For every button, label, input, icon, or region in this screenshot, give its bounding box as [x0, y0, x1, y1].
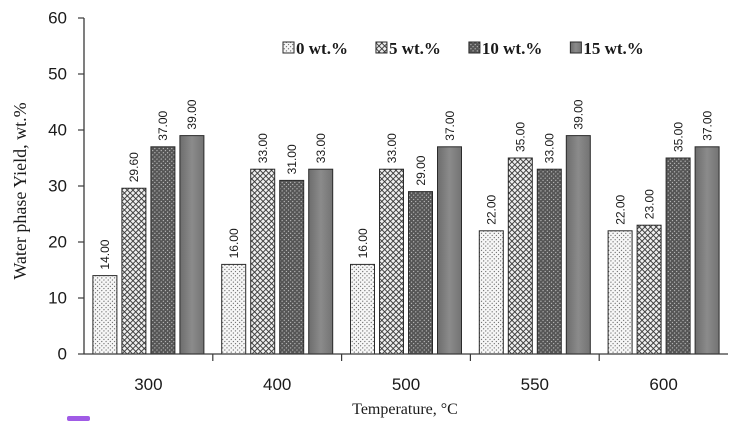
x-axis-title: Temperature, °C	[352, 401, 458, 418]
bar-15-wt-600	[694, 146, 720, 355]
data-label-15-wt-300: 39.00	[185, 99, 199, 129]
bars-group	[92, 135, 720, 355]
y-tick-label-20: 20	[48, 233, 67, 252]
x-tick-label-550: 550	[521, 375, 549, 394]
y-tick-label-60: 60	[48, 9, 67, 28]
bar-15-wt-500	[437, 146, 462, 355]
y-tick-label-0: 0	[58, 345, 67, 364]
purple-marker	[67, 416, 90, 421]
data-label-5-wt-550: 35.00	[514, 122, 528, 152]
legend-label-5-wt: 5 wt.%	[389, 39, 441, 58]
data-label-0-wt-400: 16.00	[227, 228, 241, 258]
data-label-5-wt-600: 23.00	[642, 189, 656, 219]
bar-10-wt-600	[665, 157, 691, 355]
legend-label-10-wt: 10 wt.%	[482, 39, 542, 58]
data-label-5-wt-400: 33.00	[256, 133, 270, 163]
y-tick-label-40: 40	[48, 121, 67, 140]
legend-swatch-5-wt	[375, 41, 388, 54]
data-label-15-wt-400: 33.00	[314, 133, 328, 163]
data-label-0-wt-600: 22.00	[613, 194, 627, 224]
legend-item-5-wt: 5 wt.%	[375, 39, 441, 58]
y-axis-title: Water phase Yield, wt.%	[10, 102, 30, 279]
bar-0-wt-400	[221, 263, 247, 355]
legend-swatch-15-wt	[569, 41, 582, 54]
legend-swatch-10-wt	[468, 41, 481, 54]
data-label-10-wt-500: 29.00	[414, 155, 428, 185]
y-tick-label-30: 30	[48, 177, 67, 196]
bar-10-wt-400	[279, 179, 305, 355]
data-label-10-wt-300: 37.00	[156, 110, 170, 140]
y-axis: 0 10 20 30 40 50 60	[48, 9, 85, 364]
data-label-0-wt-550: 22.00	[485, 194, 499, 224]
data-label-0-wt-300: 14.00	[98, 239, 112, 269]
bar-10-wt-500	[408, 191, 433, 355]
legend-label-15-wt: 15 wt.%	[583, 39, 643, 58]
y-tick-label-10: 10	[48, 289, 67, 308]
x-axis: 300 400 500 550 600	[84, 353, 728, 394]
x-tick-label-400: 400	[263, 375, 291, 394]
bar-10-wt-550	[536, 168, 562, 355]
bar-15-wt-300	[179, 135, 205, 355]
legend: 0 wt.% 5 wt.% 10 wt.% 15 wt.%	[282, 39, 644, 58]
x-tick-label-300: 300	[134, 375, 162, 394]
bar-5-wt-500	[379, 168, 404, 355]
y-tick-label-50: 50	[48, 65, 67, 84]
bar-5-wt-300	[121, 187, 147, 355]
legend-item-15-wt: 15 wt.%	[569, 39, 644, 58]
data-label-5-wt-300: 29.60	[127, 152, 141, 182]
bar-15-wt-550	[565, 135, 591, 355]
x-tick-label-600: 600	[649, 375, 677, 394]
legend-item-10-wt: 10 wt.%	[468, 39, 542, 58]
legend-swatch-0-wt	[282, 41, 295, 54]
bar-5-wt-400	[250, 168, 276, 355]
data-labels-group: 14.00 29.60 37.00 39.00 16.00 33.00 31.00 33.00…	[98, 99, 714, 269]
bar-0-wt-550	[478, 230, 504, 355]
bar-15-wt-400	[308, 168, 334, 355]
data-label-15-wt-550: 39.00	[572, 99, 586, 129]
data-label-10-wt-600: 35.00	[671, 122, 685, 152]
bar-10-wt-300	[150, 146, 176, 355]
bar-0-wt-300	[92, 275, 118, 355]
data-label-15-wt-500: 37.00	[443, 110, 457, 140]
bar-0-wt-600	[607, 230, 633, 355]
data-label-15-wt-600: 37.00	[700, 110, 714, 140]
data-label-10-wt-400: 31.00	[285, 144, 299, 174]
x-tick-label-500: 500	[392, 375, 420, 394]
data-label-0-wt-500: 16.00	[356, 228, 370, 258]
legend-item-0-wt: 0 wt.%	[282, 39, 348, 58]
legend-label-0-wt: 0 wt.%	[296, 39, 348, 58]
data-label-5-wt-500: 33.00	[385, 133, 399, 163]
bar-5-wt-550	[507, 157, 533, 355]
data-label-10-wt-550: 33.00	[543, 133, 557, 163]
bar-0-wt-500	[350, 263, 375, 355]
bar-5-wt-600	[636, 224, 662, 355]
